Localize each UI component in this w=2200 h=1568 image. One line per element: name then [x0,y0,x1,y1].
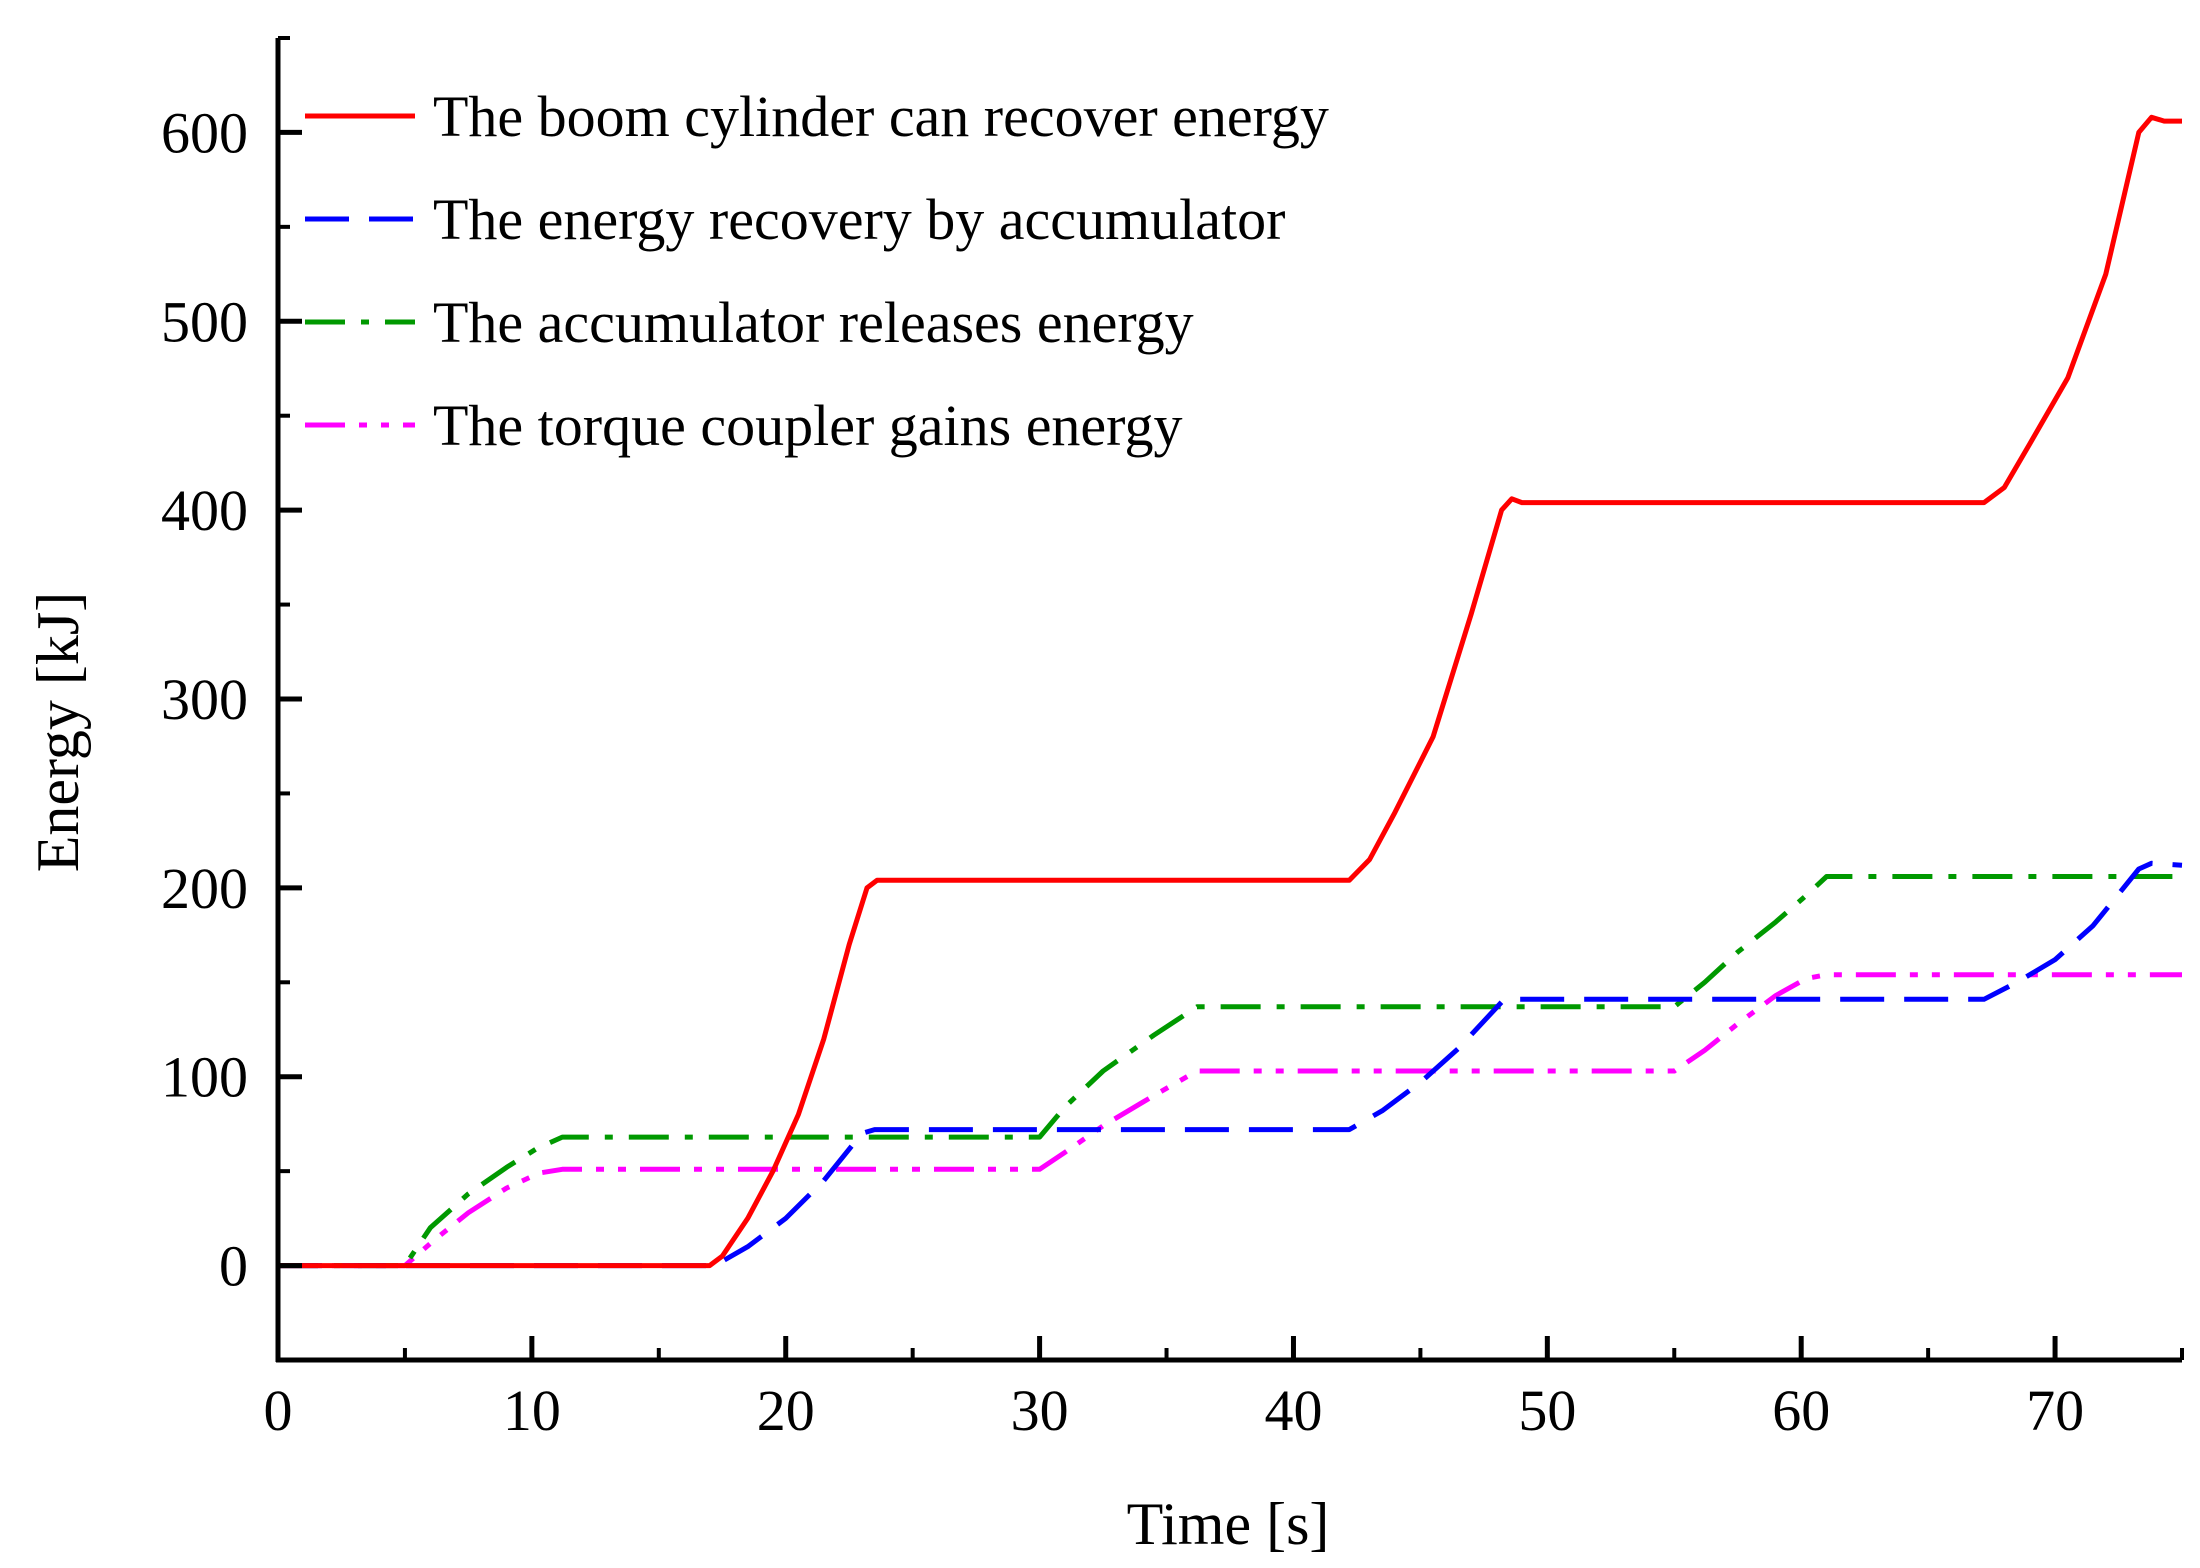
y-tick-label: 400 [161,478,248,543]
y-tick-label: 200 [161,856,248,921]
x-axis-title: Time [s] [1127,1491,1330,1557]
x-tick-label: 60 [1772,1378,1830,1443]
legend: The boom cylinder can recover energy The … [305,84,1329,458]
y-tick-label: 500 [161,289,248,354]
series-layer [278,114,2183,1269]
series-line-1 [278,114,2182,1269]
x-tick-label: 10 [503,1378,561,1443]
ticks-layer: 0 10 20 30 40 50 60 70 0 100 200 300 400 500 600 [161,36,2184,1443]
series-line-2 [278,860,2183,1269]
x-tick-label: 0 [264,1378,293,1443]
y-tick-label: 600 [161,100,248,165]
legend-label-2: The energy recovery by accumulator [433,187,1285,252]
legend-label-1: The boom cylinder can recover energy [433,84,1329,149]
series-line-4 [278,972,2182,1269]
series-line-3 [278,874,2182,1269]
x-tick-label: 50 [1518,1378,1576,1443]
x-tick-label: 40 [1264,1378,1322,1443]
x-tick-label: 20 [757,1378,815,1443]
x-tick-label: 30 [1011,1378,1069,1443]
y-tick-label: 300 [161,667,248,732]
y-axis-title: Energy [kJ] [25,592,91,873]
y-tick-label: 0 [219,1234,248,1299]
x-tick-label: 70 [2026,1378,2084,1443]
legend-label-3: The accumulator releases energy [433,290,1194,355]
y-tick-label: 100 [161,1045,248,1110]
legend-label-4: The torque coupler gains energy [433,393,1182,458]
